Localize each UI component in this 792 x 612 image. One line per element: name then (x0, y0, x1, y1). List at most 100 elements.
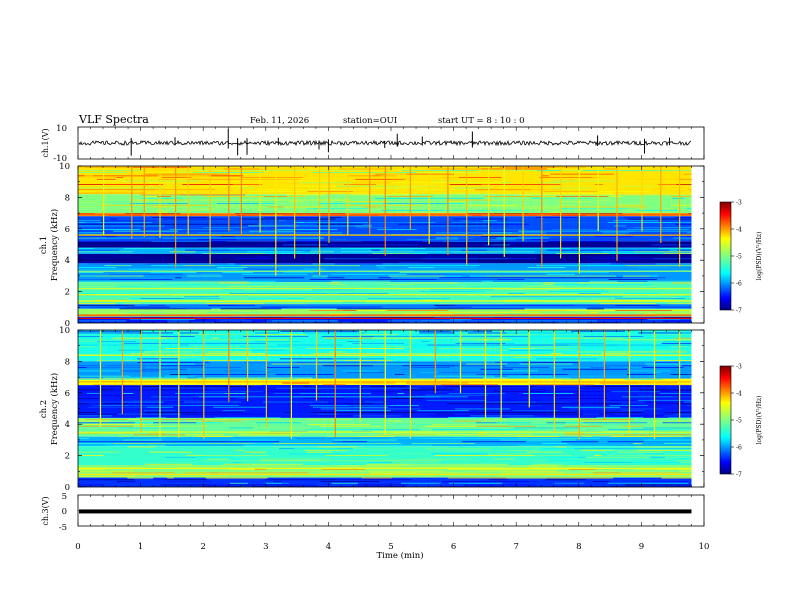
ch1-spec-streak (408, 222, 436, 223)
ch1-spec-streak (581, 180, 612, 182)
ch1-spec-sferic (275, 166, 277, 276)
ch1-spec-streak (186, 178, 240, 180)
ch2-spec-streak (470, 415, 534, 417)
ch2-spec-streak (480, 368, 513, 370)
ch2-spec-streak (78, 341, 98, 342)
ch1-spec-streak (185, 249, 230, 251)
ch2-spec-streak (149, 451, 192, 453)
ch1-spec-streak (537, 170, 562, 172)
ch1-spec-streak (186, 308, 199, 310)
ch2-spec-streak (208, 386, 252, 387)
ch1-spec-streak (402, 170, 423, 172)
ch2-spec-streak (577, 351, 607, 353)
ch2-spec-streak (444, 424, 508, 425)
ch2-spec-streak (447, 403, 461, 405)
ch1-spec-streak (434, 317, 494, 318)
ch2-spec-streak (669, 346, 692, 348)
ch1-spec-streak (297, 263, 313, 265)
ch1-spec-streak (470, 229, 527, 230)
ch1-spec-streak (688, 178, 692, 180)
ch2-spec-streak (224, 484, 260, 486)
ch2-spec-streak (579, 356, 640, 358)
ch2-spec-streak (552, 337, 559, 339)
ch2-spec-streak (143, 410, 176, 412)
ch1-spec-streak (314, 215, 378, 216)
ch1-spec-streak (97, 180, 126, 182)
ch2-spec-streak (279, 358, 333, 360)
ch2-spec-streak (117, 413, 181, 415)
ch1-spec-streak (432, 215, 440, 216)
ch1-spec-streak (532, 197, 542, 199)
ch1-spec-streak (377, 229, 417, 230)
ch2-spec-streak (192, 398, 239, 399)
ch2-spec-streak (254, 470, 308, 472)
ch1-spec-streak (636, 211, 675, 213)
ch1-spec-streak (211, 168, 224, 170)
ch1-spec-streak (288, 292, 327, 294)
ch2-spec-streak (229, 482, 248, 484)
ch2-spec-streak (389, 405, 419, 406)
ch1-spec-streak (536, 265, 568, 267)
ch2-spec-streak (596, 417, 644, 418)
ch1-spec-streak (97, 178, 116, 180)
ch1-spec-streak (89, 306, 125, 308)
ch1-spec-streak (199, 308, 212, 310)
ch1-spec-streak (577, 282, 625, 284)
ch1-spec-streak (185, 197, 211, 199)
ch2-spec-streak (166, 481, 211, 482)
ch1-spec-streak (590, 301, 647, 303)
ch2-spec-streak (145, 424, 155, 425)
ch1-spec-streak (121, 223, 132, 225)
ch2-spec-streak (585, 341, 594, 342)
ch1-spec-streak (236, 304, 255, 306)
ch1-spec-sferic (259, 166, 261, 233)
ch1-spec-streak (299, 254, 351, 256)
ch1-spec-streak (626, 229, 690, 230)
ch2-spec-streak (297, 361, 304, 363)
ch2-spec-streak (654, 420, 692, 422)
ch2-spec-streak (258, 339, 288, 341)
time-tick-label: 10 (699, 542, 710, 552)
ch1-spec-streak (687, 291, 692, 292)
ch1-spec-streak (247, 227, 287, 229)
ch1-spec-streak (182, 184, 233, 185)
ch2-spec-streak (664, 443, 692, 444)
ch1-spec-streak (485, 275, 493, 277)
ch2-spec-streak (462, 441, 526, 443)
ch2-spec-streak (583, 391, 612, 393)
ch2-spec-streak (154, 349, 220, 351)
ch1-spec-streak (317, 285, 364, 287)
ch1-spec-streak (262, 168, 309, 170)
ch1-spec-streak (265, 260, 329, 261)
ch1-spec-streak (224, 211, 275, 213)
ch2-spec-streak (498, 384, 529, 386)
ch1-spec-streak (145, 173, 198, 175)
ch1-spec-streak (151, 216, 208, 218)
ch1-spec-sferic (560, 166, 562, 259)
ch1-spec-streak (278, 220, 286, 222)
ch2-spec-streak (286, 403, 314, 405)
ch2-spec-streak (583, 336, 644, 337)
ch2-spec-tone-line (78, 467, 692, 469)
ch1-spec-streak (660, 251, 692, 253)
ch1-spec-streak (100, 220, 157, 222)
ch2-spec-streak (311, 412, 340, 413)
ch2-spec-streak (608, 455, 648, 456)
ch1-spec-streak (634, 230, 692, 232)
ch2-spec-streak (352, 342, 404, 344)
ch2-spec-streak (246, 353, 265, 355)
ch1-spec-streak (197, 291, 258, 292)
ch2-spec-sferic (409, 330, 411, 439)
ch2-spec-streak (78, 344, 139, 346)
ch2-spec-streak (134, 394, 159, 396)
ch2-spec-streak (321, 336, 375, 337)
ch1-spec-streak (386, 248, 426, 249)
ch1-spec-streak (447, 203, 463, 204)
ch2-spec-streak (547, 477, 614, 479)
ch2-spec-streak (419, 332, 455, 334)
ch1-spec-streak (225, 301, 276, 303)
ch2-spec-streak (661, 477, 692, 479)
ch2-spec-streak (103, 377, 121, 379)
ch1-spec-streak (130, 303, 141, 305)
ch2-spec-streak (191, 361, 202, 363)
